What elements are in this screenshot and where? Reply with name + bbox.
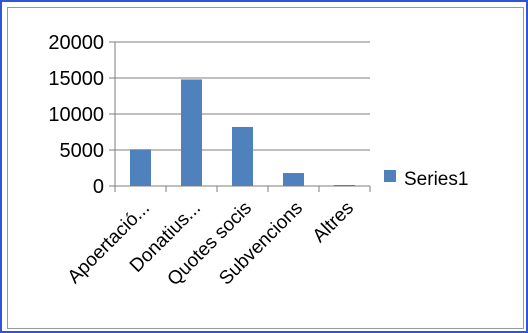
- bar-2: [232, 126, 253, 186]
- bar-4: [334, 185, 355, 186]
- y-tick-label-0: 0: [93, 176, 104, 198]
- legend-label-series1: Series1: [404, 169, 468, 190]
- labels: 05000100001500020000Apoertació...Donatiu…: [48, 32, 358, 290]
- y-tick-label-2: 10000: [48, 104, 104, 126]
- bar-1: [181, 79, 202, 186]
- y-tick-label-1: 5000: [60, 140, 105, 162]
- legend-swatch-series1: [384, 170, 396, 182]
- bars: [130, 79, 355, 186]
- y-tick-label-3: 15000: [48, 68, 104, 90]
- x-category-label-4: Altres: [309, 198, 358, 247]
- chart-area: [7, 7, 524, 329]
- bar-3: [283, 173, 304, 186]
- bar-0: [130, 149, 151, 186]
- legend: Series1: [384, 169, 468, 190]
- y-tick-label-4: 20000: [48, 32, 104, 54]
